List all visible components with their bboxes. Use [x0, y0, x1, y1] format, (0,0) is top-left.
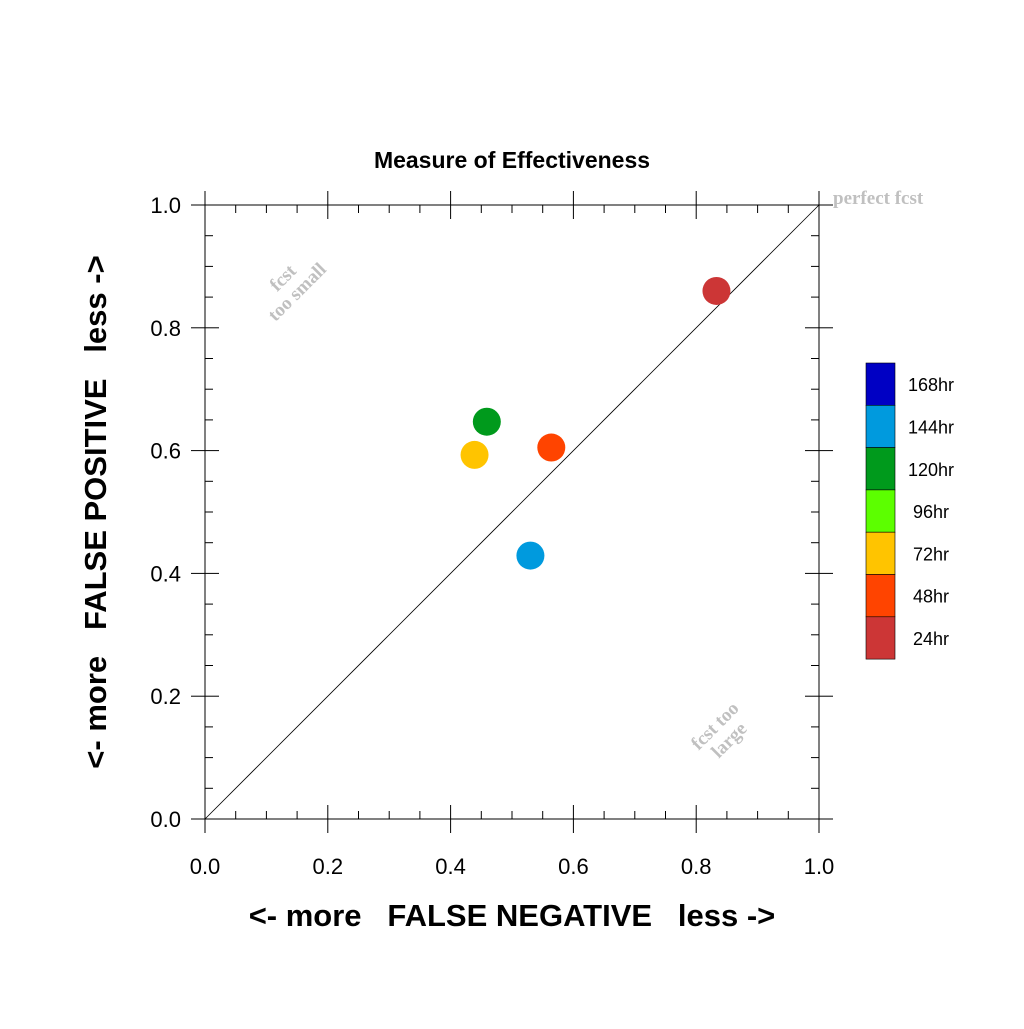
legend-label-168hr: 168hr [908, 375, 954, 395]
y-tick-label: 0.0 [150, 807, 181, 832]
x-tick-label: 0.2 [313, 854, 344, 879]
tick-labels: 0.0 0.2 0.4 0.6 0.8 1.0 0.0 0.2 0.4 0.6 0.8 1.0 [150, 193, 834, 879]
y-axis-label: <- more FALSE POSITIVE less -> [78, 255, 113, 768]
y-tick-label: 0.4 [150, 561, 181, 586]
perfect-forecast-annotation: perfect fcst [833, 188, 924, 209]
perfect-forecast-diagonal [204, 204, 820, 820]
x-axis-label: <- more FALSE NEGATIVE less -> [249, 898, 776, 933]
legend-swatch-48hr [865, 574, 896, 618]
data-point-48hr [537, 433, 566, 462]
y-tick-label: 1.0 [150, 193, 181, 218]
legend-label-72hr: 72hr [913, 544, 949, 564]
legend-label-48hr: 48hr [913, 587, 949, 607]
legend-label-144hr: 144hr [908, 417, 954, 437]
x-tick-label: 0.4 [435, 854, 466, 879]
too-large-annotation: fcst too large [687, 698, 751, 762]
y-tick-label: 0.2 [150, 684, 181, 709]
legend-swatch-24hr [865, 616, 896, 660]
y-tick-label: 0.6 [150, 439, 181, 464]
y-tick-label: 0.8 [150, 316, 181, 341]
chart-title: Measure of Effectiveness [374, 147, 650, 173]
data-point-120hr [472, 407, 501, 436]
data-point-72hr [460, 440, 489, 469]
legend-label-24hr: 24hr [913, 629, 949, 649]
legend: 168hr 144hr 120hr 96hr 72hr 48hr 24hr [865, 362, 954, 660]
data-points [460, 276, 731, 570]
x-tick-label: 1.0 [804, 854, 835, 879]
x-tick-label: 0.6 [558, 854, 589, 879]
legend-swatch-72hr [865, 531, 896, 575]
x-tick-label: 0.0 [190, 854, 221, 879]
axis-ticks [191, 191, 833, 833]
legend-label-120hr: 120hr [908, 460, 954, 480]
too-small-line2: too small [264, 259, 331, 326]
legend-swatch-120hr [865, 447, 896, 491]
legend-swatch-144hr [865, 404, 896, 448]
x-tick-label: 0.8 [681, 854, 712, 879]
too-small-annotation: fcst too small [264, 259, 331, 326]
legend-swatch-96hr [865, 489, 896, 533]
legend-swatch-168hr [865, 362, 896, 406]
data-point-24hr [702, 276, 731, 305]
data-point-144hr [516, 541, 545, 570]
legend-label-96hr: 96hr [913, 502, 949, 522]
